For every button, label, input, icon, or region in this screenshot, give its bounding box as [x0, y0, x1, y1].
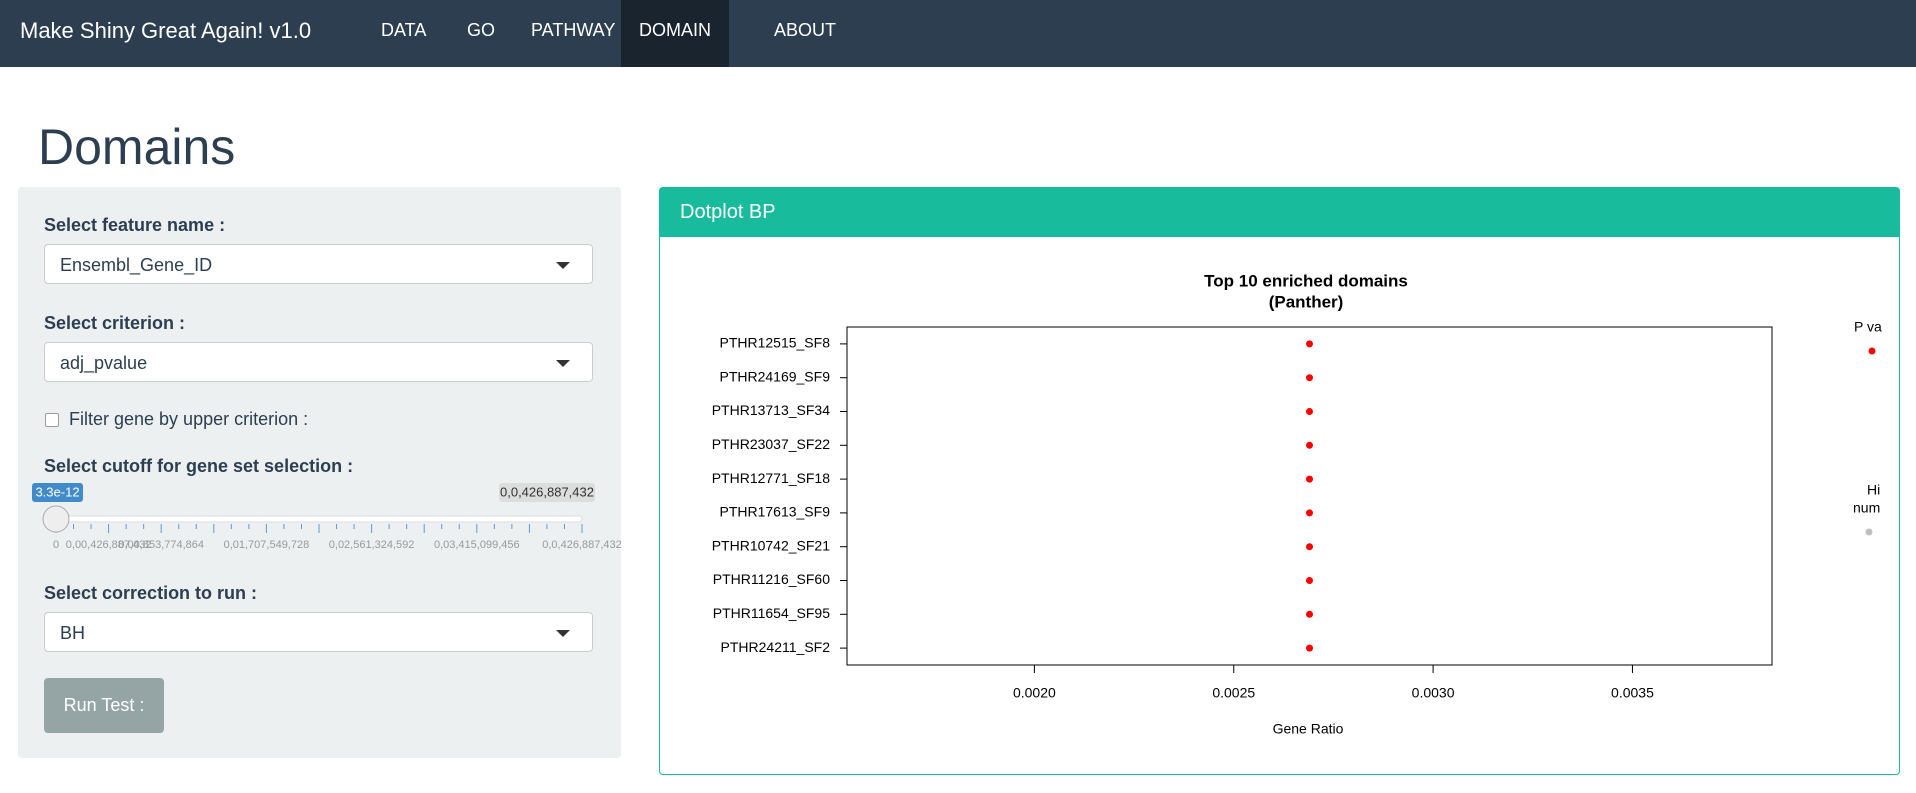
slider-tick-label: 0,0,426,887,432	[542, 539, 621, 551]
y-tick-label: PTHR11654_SF95	[713, 605, 830, 621]
slider-tick-label: 0,00,426,887,432	[66, 539, 152, 551]
chart-subtitle: (Panther)	[1269, 292, 1344, 311]
nav-item[interactable]: DATA	[381, 20, 427, 40]
slider-tick-label: 0,02,561,324,592	[329, 539, 415, 551]
y-tick-label: PTHR12515_SF8	[719, 335, 830, 351]
nav-item[interactable]: DOMAIN	[621, 0, 729, 67]
dot	[1306, 543, 1313, 551]
label: Select feature name :	[44, 215, 226, 235]
panel: Dotplot BP	[659, 187, 1900, 775]
y-tick-label: PTHR17613_SF9	[719, 504, 830, 520]
run-button[interactable]: Run Test :	[44, 678, 164, 733]
legend-title: P va	[1854, 319, 1882, 335]
select[interactable]: BH	[44, 612, 593, 652]
slider-value: 3.3e-12	[35, 484, 79, 499]
slider-max-badge	[499, 483, 595, 502]
slider-tick-label: 0	[53, 539, 59, 551]
chart-title: Top 10 enriched domains	[1204, 271, 1408, 290]
select[interactable]: adj_pvalue	[44, 342, 593, 382]
slider-tick-label: 0,01,707,549,728	[224, 539, 310, 551]
legend-key	[1868, 347, 1876, 355]
y-tick-label: PTHR11216_SF60	[713, 571, 830, 587]
dot	[1306, 610, 1313, 618]
slider-tick-label: 0,00,853,774,864	[118, 539, 204, 551]
page-heading: Domains	[38, 119, 236, 175]
x-axis-label: Gene Ratio	[1273, 721, 1344, 737]
dot	[1306, 577, 1313, 584]
dot	[1306, 408, 1313, 415]
nav-item[interactable]: GO	[467, 20, 496, 40]
slider-tick-label: 0,03,415,099,456	[434, 539, 520, 551]
navbar: Make Shiny Great Again! v1.0 DATA GO PATHW…	[0, 0, 1916, 67]
slider-max: 0,0,426,887,432	[500, 484, 594, 499]
legend-key	[1865, 528, 1873, 536]
plot-frame	[846, 326, 1773, 666]
x-tick-label: 0.0030	[1412, 685, 1455, 701]
slider-value-badge	[32, 483, 83, 502]
x-tick-label: 0.0035	[1611, 685, 1654, 701]
y-tick-label: PTHR24169_SF9	[719, 368, 830, 384]
label: Select cutoff for gene set selection :	[44, 456, 354, 476]
brand[interactable]: Make Shiny Great Again! v1.0	[20, 18, 312, 43]
y-tick-label: PTHR10742_SF21	[712, 537, 831, 553]
dot	[1306, 509, 1313, 517]
slider-handle[interactable]	[42, 505, 70, 533]
dot	[1306, 340, 1313, 348]
dot	[1306, 475, 1313, 483]
checkbox[interactable]	[45, 413, 59, 427]
panel-title: Dotplot BP	[660, 188, 1899, 237]
label: Select criterion :	[44, 313, 186, 333]
dot	[1306, 644, 1313, 652]
select[interactable]: Ensembl_Gene_ID	[44, 244, 593, 284]
nav-item[interactable]: PATHWAY	[531, 20, 616, 40]
x-tick-label: 0.0025	[1212, 685, 1255, 701]
dot	[1306, 441, 1313, 449]
y-tick-label: PTHR24211_SF2	[721, 639, 831, 655]
label: Filter gene by upper criterion :	[69, 409, 309, 429]
legend-title: num	[1853, 500, 1880, 516]
y-tick-label: PTHR23037_SF22	[712, 436, 831, 452]
x-tick-label: 0.0020	[1013, 685, 1056, 701]
label: Select correction to run :	[44, 583, 258, 603]
dot	[1306, 374, 1313, 382]
nav-item[interactable]: ABOUT	[774, 20, 837, 40]
y-tick-label: PTHR12771_SF18	[712, 470, 831, 486]
y-tick-label: PTHR13713_SF34	[712, 402, 831, 418]
sidebar: Select feature name : Ensembl_Gene_ID Se…	[18, 187, 621, 758]
legend-title: Hi	[1867, 482, 1880, 498]
